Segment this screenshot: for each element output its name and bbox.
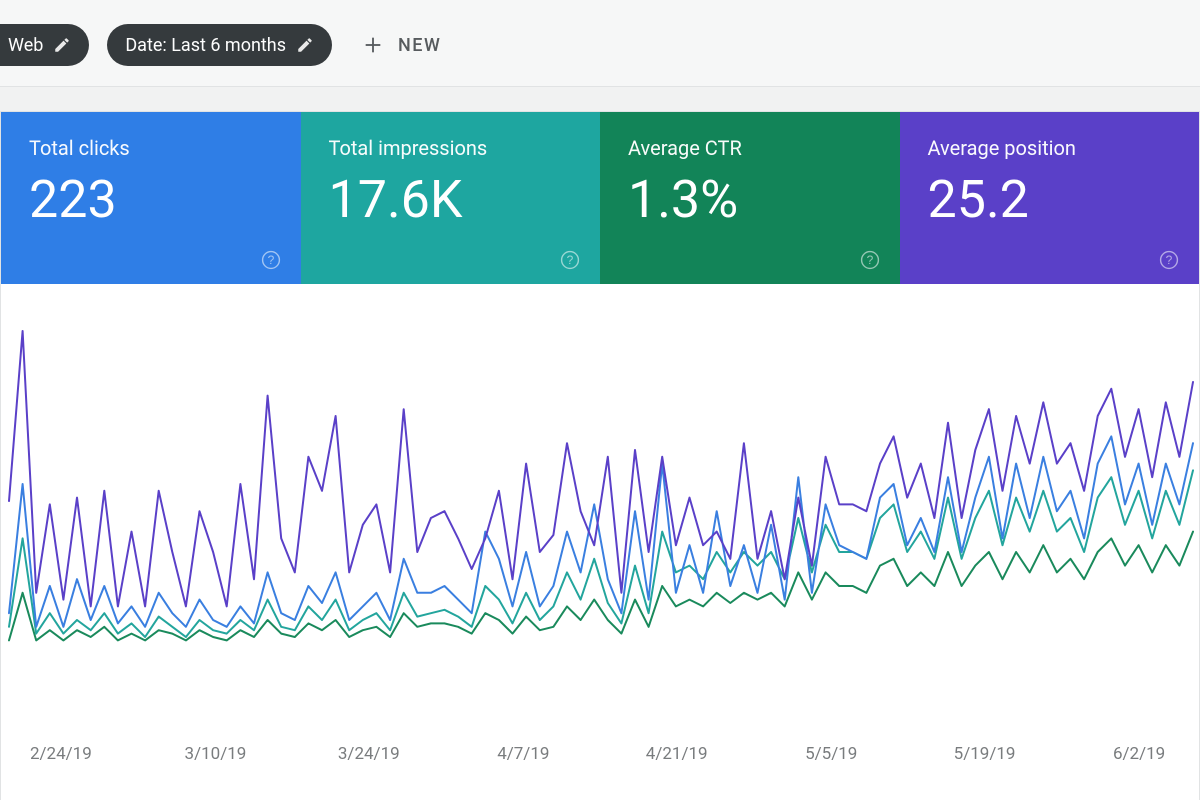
metric-card[interactable]: Average CTR 1.3%? bbox=[600, 112, 900, 284]
filter-chip[interactable]: Date: Last 6 months bbox=[107, 24, 332, 66]
x-axis-tick-label: 3/24/19 bbox=[338, 744, 400, 764]
svg-text:?: ? bbox=[567, 253, 574, 267]
svg-text:?: ? bbox=[866, 253, 873, 267]
x-axis-tick-label: 5/5/19 bbox=[805, 744, 857, 764]
help-icon[interactable]: ? bbox=[560, 250, 580, 270]
performance-panel: Total clicks223?Total impressions17.6K?A… bbox=[0, 111, 1200, 800]
help-icon[interactable]: ? bbox=[261, 250, 281, 270]
performance-chart: 2/24/19 3/10/19 3/24/19 4/7/19 4/21/19 5/5/19… bbox=[1, 284, 1199, 800]
filter-chip-label: Web bbox=[8, 35, 43, 56]
svg-text:?: ? bbox=[267, 253, 274, 267]
metric-value: 1.3% bbox=[628, 174, 872, 226]
filter-chip-container: Web Date: Last 6 months bbox=[0, 24, 332, 66]
metric-value: 17.6K bbox=[329, 174, 573, 226]
metric-card[interactable]: Total clicks 223? bbox=[1, 112, 301, 284]
line-chart-svg bbox=[1, 284, 1200, 744]
metric-cards-row: Total clicks223?Total impressions17.6K?A… bbox=[1, 112, 1199, 284]
help-icon[interactable]: ? bbox=[860, 250, 880, 270]
x-axis-labels: 2/24/19 3/10/19 3/24/19 4/7/19 4/21/19 5/5/19… bbox=[1, 744, 1199, 766]
filter-chip-label: Date: Last 6 months bbox=[125, 35, 286, 56]
edit-icon bbox=[53, 36, 71, 54]
metric-label: Total impressions bbox=[329, 136, 573, 160]
help-icon[interactable]: ? bbox=[1159, 250, 1179, 270]
edit-icon bbox=[296, 36, 314, 54]
metric-label: Total clicks bbox=[29, 136, 273, 160]
svg-text:?: ? bbox=[1166, 253, 1173, 267]
metric-card[interactable]: Average position 25.2? bbox=[900, 112, 1200, 284]
metric-value: 223 bbox=[29, 174, 273, 226]
filter-toolbar: Web Date: Last 6 months NEW bbox=[0, 0, 1200, 87]
x-axis-tick-label: 4/7/19 bbox=[497, 744, 549, 764]
x-axis-tick-label: 3/10/19 bbox=[185, 744, 247, 764]
filter-chip[interactable]: Web bbox=[0, 24, 89, 66]
metric-card[interactable]: Total impressions 17.6K? bbox=[301, 112, 601, 284]
metric-label: Average CTR bbox=[628, 136, 872, 160]
x-axis-tick-label: 2/24/19 bbox=[30, 744, 92, 764]
metric-value: 25.2 bbox=[928, 174, 1172, 226]
metric-label: Average position bbox=[928, 136, 1172, 160]
plus-icon bbox=[362, 34, 384, 56]
new-filter-button[interactable]: NEW bbox=[350, 34, 453, 56]
x-axis-tick-label: 4/21/19 bbox=[646, 744, 708, 764]
x-axis-tick-label: 6/2/19 bbox=[1113, 744, 1165, 764]
x-axis-tick-label: 5/19/19 bbox=[954, 744, 1016, 764]
new-filter-label: NEW bbox=[398, 35, 441, 56]
